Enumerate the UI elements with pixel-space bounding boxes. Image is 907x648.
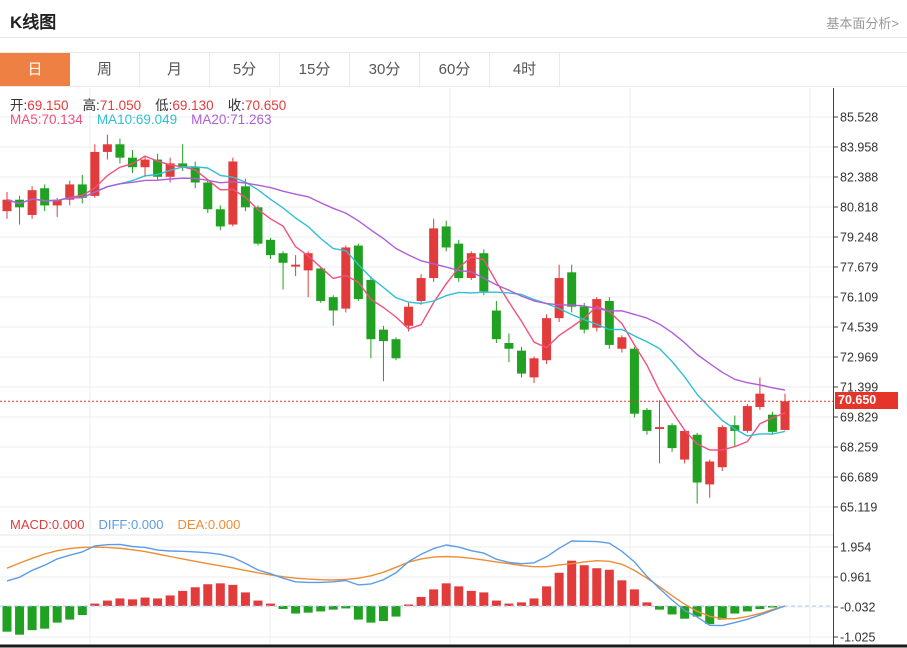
axis-tick-label: 83.958: [840, 141, 878, 155]
ohlc-readout: 开:69.150 高:71.050 低:69.130 收:70.650: [10, 94, 286, 114]
ma10-label: MA10:: [96, 112, 136, 127]
axis-tick-label: 82.388: [840, 171, 878, 185]
tab-30分[interactable]: 30分: [350, 53, 420, 86]
axis-tick-label: 71.399: [840, 381, 878, 395]
axis-tick-label: -0.032: [840, 601, 875, 615]
axis-tick-label: 85.528: [840, 111, 878, 125]
tab-周[interactable]: 周: [70, 53, 140, 86]
low-label: 低:: [155, 98, 173, 113]
diff-value: 0.000: [130, 517, 164, 532]
axis-tick-label: 74.539: [840, 321, 878, 335]
axis-tick-label: 69.829: [840, 411, 878, 425]
macd-panel: [0, 540, 833, 635]
axis-tick-label: 1.954: [840, 541, 871, 555]
axis-tick-label: 79.248: [840, 231, 878, 245]
ma5-value: 70.134: [41, 112, 83, 127]
tab-日[interactable]: 日: [0, 53, 70, 86]
ma10-value: 69.049: [135, 112, 178, 127]
gridlines: [0, 88, 833, 644]
tab-5分[interactable]: 5分: [210, 53, 280, 86]
high-value: 71.050: [99, 98, 142, 113]
macd-label: MACD:: [10, 517, 52, 532]
axis-tick-label: -1.025: [840, 631, 875, 645]
ma5-line: [6, 155, 786, 451]
ma5-label: MA5:: [10, 112, 42, 127]
diff-line: [6, 540, 786, 627]
open-label: 开:: [10, 98, 28, 113]
ma10-line: [6, 166, 786, 437]
ma-readout: MA5:70.134 MA10:69.049 MA20:71.263: [10, 112, 271, 127]
axis-tick-label: 0.961: [840, 571, 871, 585]
axis-tick-label: 68.259: [840, 441, 878, 455]
page-title: K线图: [10, 13, 57, 32]
macd-readout: MACD:0.000 DIFF:0.000 DEA:0.000: [10, 517, 240, 532]
tab-60分[interactable]: 60分: [420, 53, 490, 86]
dea-value: 0.000: [207, 517, 241, 532]
macd-value: 0.000: [51, 517, 85, 532]
period-tabs: 日周月 5分 15分 30分 60分 4时: [0, 52, 907, 87]
low-value: 69.130: [172, 98, 214, 113]
axis-tick-label: 77.679: [840, 261, 878, 275]
ma20-value: 71.263: [230, 112, 272, 127]
axis-tick-label: 80.818: [840, 201, 878, 215]
tab-15分[interactable]: 15分: [280, 53, 350, 86]
last-price-badge: 70.650: [835, 392, 898, 409]
ma20-line: [6, 177, 786, 391]
tab-月[interactable]: 月: [140, 53, 210, 86]
close-label: 收:: [227, 98, 245, 113]
axis-tick-label: 65.119: [840, 501, 877, 515]
fundamental-analysis-link[interactable]: 基本面分析>: [826, 16, 899, 31]
price-axis: 85.528 83.958 82.388 80.818 79.248 77.679 76.1…: [833, 88, 878, 645]
close-value: 70.650: [244, 98, 287, 113]
dea-label: DEA:: [177, 517, 208, 532]
candles-layer: [2, 134, 790, 504]
axis-tick-label: 76.109: [840, 291, 878, 305]
axis-tick-label: 72.969: [840, 351, 878, 365]
high-label: 高:: [82, 98, 100, 113]
tab-4时[interactable]: 4时: [490, 53, 560, 86]
ma20-label: MA20:: [191, 112, 231, 127]
axis-tick-label: 66.689: [840, 471, 878, 485]
page-header: K线图 基本面分析>: [0, 0, 907, 38]
diff-label: DIFF:: [98, 517, 131, 532]
open-value: 69.150: [27, 98, 69, 113]
